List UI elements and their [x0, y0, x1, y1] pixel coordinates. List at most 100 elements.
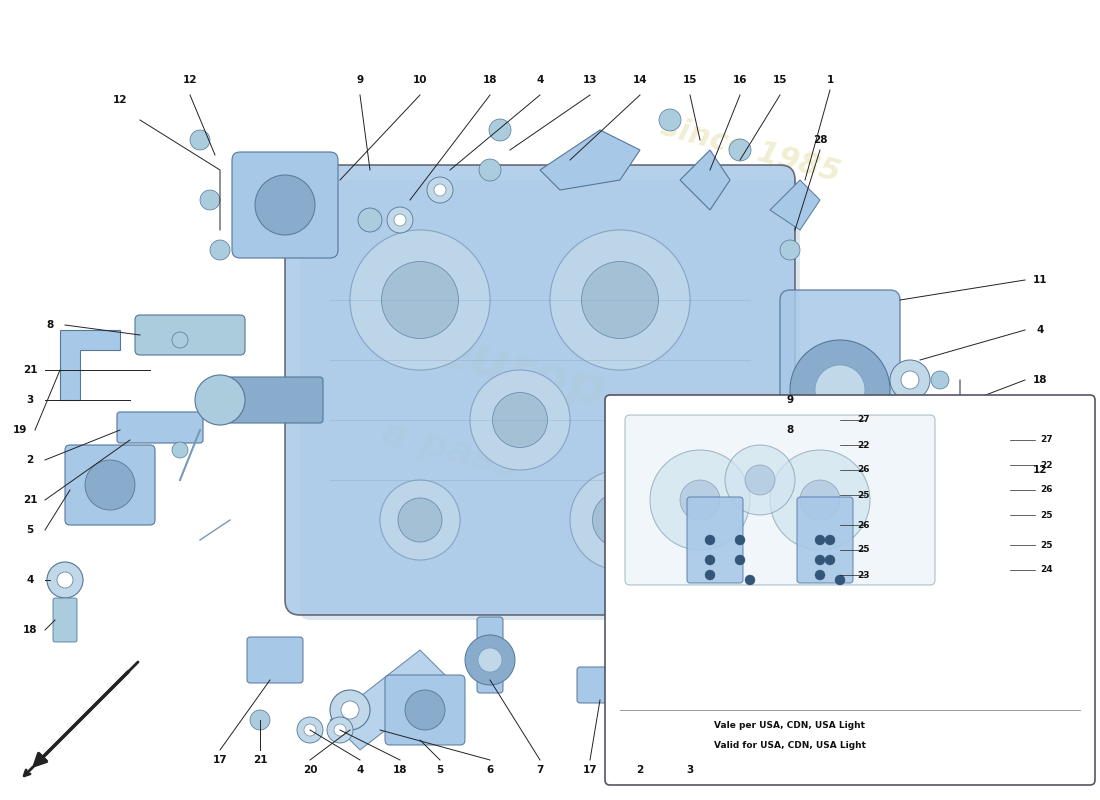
FancyBboxPatch shape: [578, 667, 623, 703]
Circle shape: [382, 262, 459, 338]
FancyBboxPatch shape: [117, 412, 204, 443]
Circle shape: [57, 572, 73, 588]
FancyBboxPatch shape: [53, 598, 77, 642]
Text: 14: 14: [632, 75, 647, 85]
Text: Valid for USA, CDN, USA Light: Valid for USA, CDN, USA Light: [714, 741, 866, 750]
Circle shape: [790, 340, 890, 440]
Text: 25: 25: [1040, 510, 1053, 519]
FancyBboxPatch shape: [300, 180, 800, 620]
Text: 21: 21: [23, 495, 37, 505]
Polygon shape: [770, 180, 820, 230]
Circle shape: [190, 130, 210, 150]
FancyBboxPatch shape: [477, 617, 503, 693]
FancyBboxPatch shape: [217, 377, 323, 423]
Circle shape: [800, 480, 840, 520]
Circle shape: [434, 184, 446, 196]
Circle shape: [405, 690, 446, 730]
Text: 25: 25: [1040, 541, 1053, 550]
Text: 12: 12: [112, 95, 128, 105]
Text: 20: 20: [302, 765, 317, 775]
Circle shape: [255, 175, 315, 235]
Circle shape: [394, 214, 406, 226]
Circle shape: [890, 360, 930, 400]
Circle shape: [304, 724, 316, 736]
Circle shape: [330, 690, 370, 730]
Text: 22: 22: [858, 441, 870, 450]
Text: 23: 23: [858, 570, 870, 579]
Text: 18: 18: [23, 625, 37, 635]
Circle shape: [815, 555, 825, 565]
Text: 9: 9: [786, 395, 793, 405]
Circle shape: [815, 535, 825, 545]
Text: 10: 10: [412, 75, 427, 85]
Circle shape: [427, 177, 453, 203]
Text: 15: 15: [683, 75, 697, 85]
Text: 26: 26: [858, 521, 870, 530]
FancyBboxPatch shape: [903, 398, 927, 442]
Circle shape: [398, 498, 442, 542]
Text: 27: 27: [857, 415, 870, 425]
Circle shape: [210, 240, 230, 260]
Text: 8: 8: [786, 425, 793, 435]
Text: 6: 6: [486, 765, 494, 775]
FancyBboxPatch shape: [385, 675, 465, 745]
Circle shape: [47, 562, 82, 598]
Circle shape: [815, 365, 865, 415]
Circle shape: [725, 445, 795, 515]
Circle shape: [961, 411, 979, 429]
Circle shape: [931, 451, 949, 469]
Circle shape: [550, 230, 690, 370]
Text: 5: 5: [437, 765, 443, 775]
Circle shape: [350, 230, 490, 370]
Circle shape: [172, 442, 188, 458]
Text: 12: 12: [1033, 465, 1047, 475]
Circle shape: [470, 370, 570, 470]
FancyBboxPatch shape: [65, 445, 155, 525]
Circle shape: [490, 119, 512, 141]
FancyBboxPatch shape: [605, 395, 1094, 785]
Circle shape: [659, 109, 681, 131]
Circle shape: [825, 555, 835, 565]
Circle shape: [735, 535, 745, 545]
Text: 2: 2: [637, 765, 644, 775]
Text: 17: 17: [583, 765, 597, 775]
Text: 21: 21: [23, 365, 37, 375]
Circle shape: [931, 371, 949, 389]
FancyBboxPatch shape: [135, 315, 245, 355]
Text: 4: 4: [1036, 325, 1044, 335]
Circle shape: [705, 555, 715, 565]
Circle shape: [465, 635, 515, 685]
Text: 5: 5: [26, 525, 34, 535]
Text: 25: 25: [858, 490, 870, 499]
Circle shape: [570, 470, 670, 570]
Circle shape: [815, 570, 825, 580]
Circle shape: [729, 139, 751, 161]
Circle shape: [334, 724, 346, 736]
Polygon shape: [680, 150, 730, 210]
Circle shape: [478, 159, 500, 181]
Circle shape: [341, 701, 359, 719]
FancyBboxPatch shape: [625, 415, 935, 585]
Text: 26: 26: [858, 466, 870, 474]
Circle shape: [650, 450, 750, 550]
Polygon shape: [60, 330, 120, 400]
Circle shape: [825, 535, 835, 545]
Circle shape: [358, 208, 382, 232]
Circle shape: [745, 575, 755, 585]
Text: 8: 8: [46, 320, 54, 330]
Text: 19: 19: [13, 425, 28, 435]
Text: 18: 18: [393, 765, 407, 775]
Circle shape: [478, 648, 502, 672]
FancyBboxPatch shape: [232, 152, 338, 258]
Text: 16: 16: [733, 75, 747, 85]
Text: 2: 2: [26, 455, 34, 465]
Circle shape: [85, 460, 135, 510]
Circle shape: [387, 207, 412, 233]
Text: Vale per USA, CDN, USA Light: Vale per USA, CDN, USA Light: [715, 721, 866, 730]
Text: since 1985: since 1985: [657, 112, 843, 188]
Circle shape: [379, 480, 460, 560]
Circle shape: [582, 262, 659, 338]
Circle shape: [780, 240, 800, 260]
FancyBboxPatch shape: [248, 637, 302, 683]
FancyBboxPatch shape: [675, 405, 764, 445]
